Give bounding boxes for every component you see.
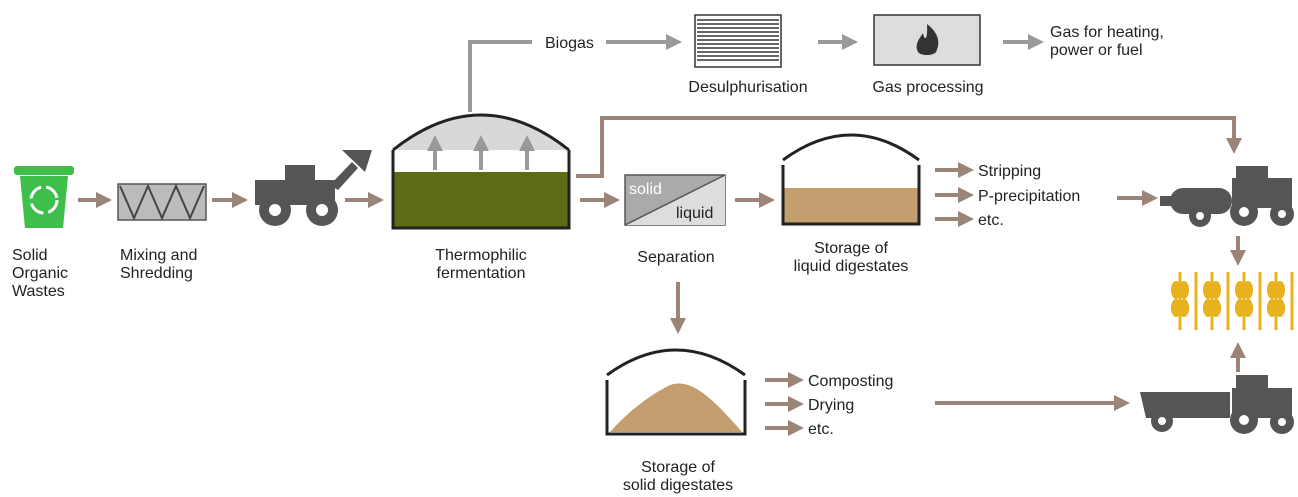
label: liquid bbox=[676, 205, 713, 222]
loader bbox=[255, 150, 372, 226]
label: Stripping bbox=[978, 163, 1041, 180]
pipe bbox=[576, 116, 1242, 178]
label: Desulphurisation bbox=[688, 79, 807, 96]
label: Storage of solid digestates bbox=[623, 459, 733, 494]
label: Biogas bbox=[545, 35, 594, 52]
liquid-storage bbox=[781, 133, 921, 226]
label: etc. bbox=[808, 421, 834, 438]
label: Gas processing bbox=[872, 79, 983, 96]
truck-tractor bbox=[1140, 375, 1294, 434]
gas-processor bbox=[873, 14, 981, 66]
label: Mixing and Shredding bbox=[120, 247, 197, 282]
label: Thermophilic fermentation bbox=[435, 247, 527, 282]
desulphuriser bbox=[694, 14, 782, 68]
solid-storage bbox=[605, 348, 747, 436]
label: etc. bbox=[978, 212, 1004, 229]
label: Composting bbox=[808, 373, 893, 390]
label: Drying bbox=[808, 397, 854, 414]
label: P-precipitation bbox=[978, 188, 1080, 205]
label: Separation bbox=[637, 249, 714, 266]
waste-bin bbox=[14, 166, 74, 228]
mixer bbox=[117, 183, 207, 221]
label: Solid Organic Wastes bbox=[12, 247, 68, 300]
label: solid bbox=[629, 181, 662, 198]
separator bbox=[624, 174, 726, 226]
fermenter bbox=[391, 113, 571, 230]
label: Storage of liquid digestates bbox=[794, 240, 909, 275]
tanker-tractor bbox=[1160, 166, 1294, 227]
crops bbox=[1171, 272, 1294, 330]
label: Gas for heating, power or fuel bbox=[1050, 24, 1164, 59]
pipe bbox=[468, 40, 532, 112]
